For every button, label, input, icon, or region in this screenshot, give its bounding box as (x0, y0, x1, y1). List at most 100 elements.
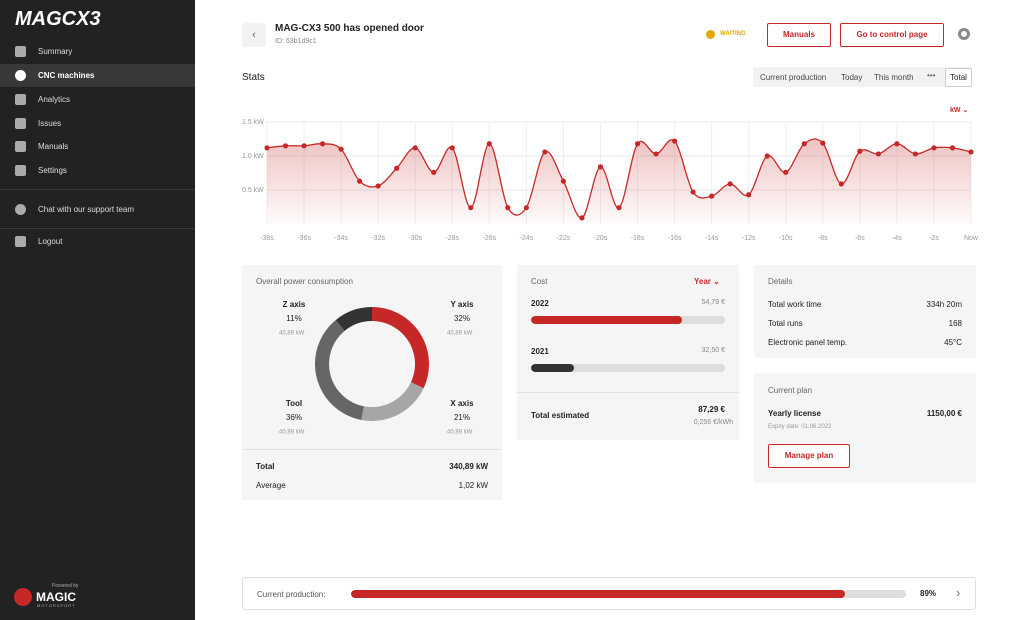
point (616, 205, 622, 211)
average-value: 1,02 kW (458, 481, 488, 490)
total-label: Total (256, 462, 275, 471)
total-value: 87,29 € (698, 405, 725, 414)
x-tick-label: -34s (334, 235, 348, 242)
tab[interactable]: Current production (760, 73, 827, 82)
point (746, 192, 752, 198)
tab[interactable]: Today (841, 73, 863, 82)
x-tick-label: -4s (892, 235, 902, 242)
logout-link[interactable]: Logout (0, 230, 195, 253)
slice-name: Z axis (283, 300, 306, 309)
year-selector[interactable]: Year ⌄ (694, 277, 720, 286)
more-tabs[interactable]: ••• (927, 71, 936, 80)
slice-sub: 40,89 kW (279, 331, 305, 337)
point (857, 148, 863, 154)
plan-card: Current plan Yearly license 1150,00 € Ex… (754, 373, 976, 483)
powered-by: Powered by (52, 583, 79, 589)
detail-label: Total work time (768, 300, 822, 309)
point (375, 183, 381, 189)
point (709, 193, 715, 199)
tab-active[interactable]: Total (945, 68, 972, 87)
point (301, 143, 307, 149)
production-fill (351, 590, 845, 598)
point (894, 141, 900, 147)
manage-plan-button[interactable]: Manage plan (768, 444, 850, 468)
nav-item[interactable]: Analytics (0, 88, 195, 111)
x-tick-label: -28s (445, 235, 459, 242)
slice-sub: 40,89 kW (279, 430, 305, 436)
separator (0, 228, 195, 229)
separator (517, 392, 739, 393)
area (267, 139, 971, 224)
point (486, 141, 492, 147)
unit-selector[interactable]: kW ⌄ (950, 107, 969, 114)
settings-icon[interactable] (958, 28, 970, 40)
production-value: 89% (920, 589, 937, 598)
back-button[interactable]: ‹ (242, 23, 266, 47)
detail-value: 45°C (944, 338, 962, 347)
point (690, 189, 696, 195)
x-tick-label: -30s (408, 235, 422, 242)
x-tick-label: -24s (520, 235, 534, 242)
point (431, 169, 437, 175)
nav-text: CNC machines (38, 71, 95, 80)
point (820, 140, 826, 146)
point (653, 151, 659, 157)
tab[interactable]: This month (874, 73, 914, 82)
x-tick-label: -20s (594, 235, 608, 242)
slice-percent: 11% (286, 314, 301, 323)
cost-track (531, 364, 725, 372)
x-tick-label: -32s (371, 235, 385, 242)
rate: 0,256 €/kWh (693, 419, 733, 426)
point (801, 141, 807, 147)
nav-item[interactable]: Manuals (0, 135, 195, 158)
detail-label: Electronic panel temp. (768, 338, 848, 347)
nav-item[interactable]: CNC machines (0, 64, 195, 87)
tab-bar (753, 67, 972, 87)
production-track (351, 590, 906, 598)
nav-icon (15, 46, 26, 57)
average-label: Average (256, 481, 286, 490)
details-card: Details Total work time 334h 20m Total run… (754, 265, 976, 358)
x-tick-label: -18s (631, 235, 645, 242)
point (319, 141, 326, 147)
point (264, 145, 270, 151)
slice-sub: 40,89 kW (447, 331, 473, 337)
point (838, 181, 844, 187)
cost-year: 2022 (531, 299, 549, 308)
point (412, 145, 418, 151)
donut-slice (372, 307, 429, 389)
nav-item[interactable]: Issues (0, 112, 195, 135)
point (764, 153, 770, 159)
point (468, 205, 474, 211)
card-title: Cost (531, 277, 548, 286)
cost-amount: 32,50 € (701, 347, 725, 354)
next-arrow[interactable]: › (956, 585, 961, 600)
footer-brand: MAGIC (36, 590, 76, 604)
detail-label: Total runs (768, 319, 803, 328)
cost-year: 2021 (531, 347, 549, 356)
separator (242, 449, 502, 450)
manuals-button[interactable]: Manuals (767, 23, 831, 47)
nav-item[interactable]: Summary (0, 40, 195, 63)
y-tick-label: 1.5 kW (242, 119, 264, 126)
selector-text: Year (694, 277, 711, 286)
point (671, 138, 678, 144)
nav-text: Analytics (38, 95, 71, 104)
total-label: Total estimated (531, 411, 590, 420)
plan-price: 1150,00 € (926, 409, 962, 418)
nav-icon (15, 70, 26, 81)
point (523, 205, 529, 211)
nav-item[interactable]: Settings (0, 159, 195, 182)
support-link[interactable]: Chat with our support team (0, 198, 195, 221)
x-tick-label: -8s (818, 235, 828, 242)
separator (0, 189, 195, 190)
point (912, 151, 919, 157)
x-tick-label: -16s (668, 235, 682, 242)
logout-text: Logout (38, 237, 63, 246)
unit: kW (950, 107, 961, 114)
point (597, 164, 604, 170)
control-button[interactable]: Go to control page (840, 23, 944, 47)
x-tick-label: -10s (779, 235, 793, 242)
detail-value: 168 (948, 319, 962, 328)
